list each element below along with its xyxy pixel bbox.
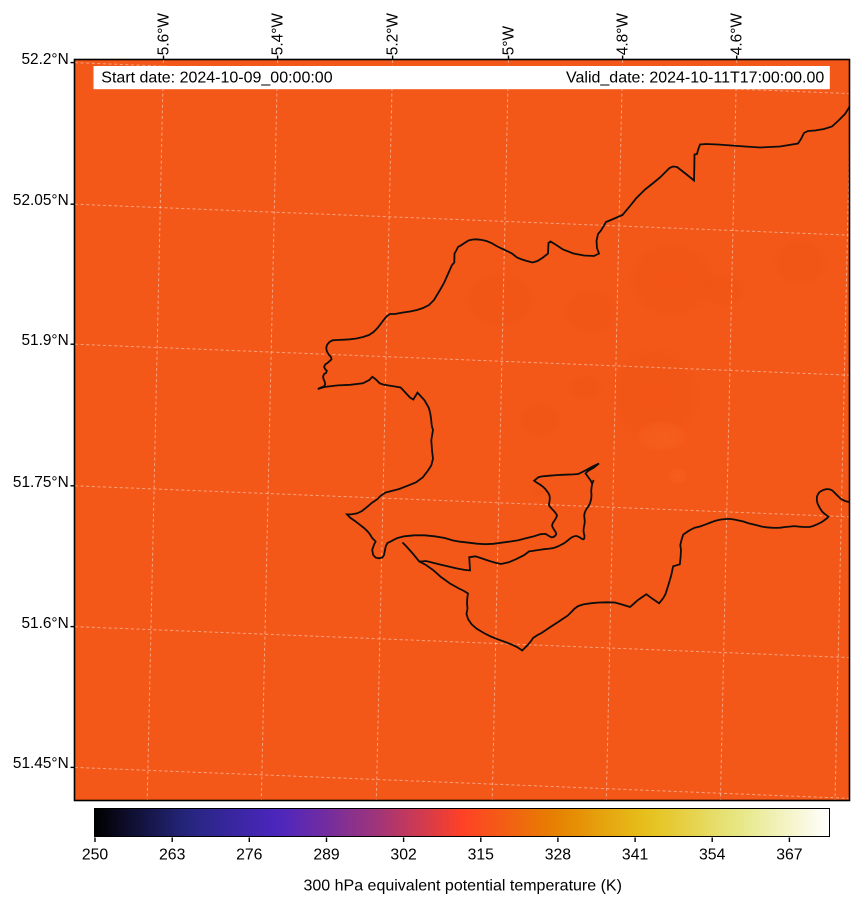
svg-text:5°W: 5°W <box>500 25 517 55</box>
svg-text:276: 276 <box>236 846 263 863</box>
svg-text:250: 250 <box>82 846 109 863</box>
svg-text:5.4°W: 5.4°W <box>269 13 286 56</box>
svg-text:300 hPa equivalent potential t: 300 hPa equivalent potential temperature… <box>303 878 621 895</box>
svg-text:Start date: 2024-10-09_00:00:0: Start date: 2024-10-09_00:00:00 <box>101 69 332 86</box>
svg-text:354: 354 <box>699 846 726 863</box>
svg-text:315: 315 <box>468 846 495 863</box>
svg-text:302: 302 <box>390 846 416 863</box>
svg-text:4.6°W: 4.6°W <box>729 13 746 56</box>
svg-text:5.6°W: 5.6°W <box>155 13 172 56</box>
svg-text:367: 367 <box>776 846 802 863</box>
svg-text:328: 328 <box>545 846 572 863</box>
svg-text:4.8°W: 4.8°W <box>614 13 631 56</box>
svg-text:263: 263 <box>159 846 186 863</box>
svg-text:5.2°W: 5.2°W <box>384 13 401 56</box>
svg-text:289: 289 <box>313 846 340 863</box>
svg-text:341: 341 <box>622 846 649 863</box>
svg-text:Valid_date: 2024-10-11T17:00:0: Valid_date: 2024-10-11T17:00:00.00 <box>566 69 824 86</box>
